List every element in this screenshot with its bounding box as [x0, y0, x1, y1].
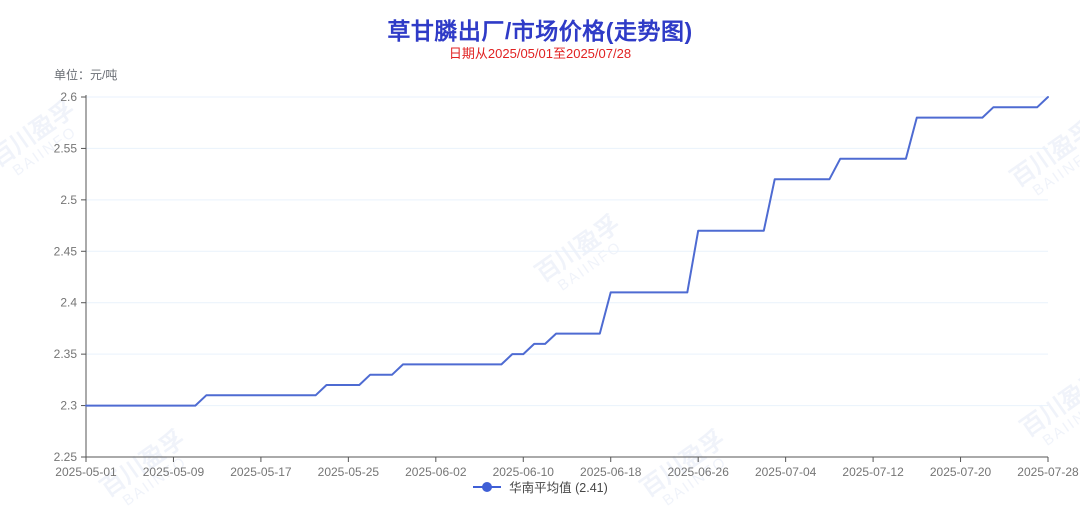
- svg-text:2.6: 2.6: [60, 90, 77, 104]
- line-chart-canvas: 2.25 2.3 2.35 2.4 2.45 2.5 2.55 2.6 2025-05-01 20…: [54, 90, 1079, 479]
- svg-text:2025-05-09: 2025-05-09: [143, 465, 205, 479]
- legend-item-south-china-average[interactable]: 华南平均值 (2.41): [0, 477, 1080, 496]
- svg-text:2025-07-20: 2025-07-20: [930, 465, 992, 479]
- svg-text:2025-07-04: 2025-07-04: [755, 465, 817, 479]
- svg-text:2025-06-26: 2025-06-26: [667, 465, 729, 479]
- price-trend-chart: 百川盈孚 BAIINFO 百川盈孚 BAIINFO 百川盈孚 BAIINFO 百川盈孚 BAI…: [0, 18, 1080, 510]
- legend-label: 华南平均值 (2.41): [509, 481, 608, 495]
- svg-text:2.5: 2.5: [60, 193, 77, 207]
- svg-text:2.35: 2.35: [54, 347, 78, 361]
- svg-text:2.3: 2.3: [60, 399, 77, 413]
- svg-text:2.4: 2.4: [60, 296, 77, 310]
- svg-text:2025-06-02: 2025-06-02: [405, 465, 467, 479]
- svg-text:2.25: 2.25: [54, 450, 78, 464]
- svg-text:2025-06-10: 2025-06-10: [493, 465, 555, 479]
- svg-text:2.45: 2.45: [54, 244, 78, 258]
- svg-text:2025-05-01: 2025-05-01: [55, 465, 117, 479]
- svg-text:2025-05-25: 2025-05-25: [318, 465, 380, 479]
- svg-text:2025-06-18: 2025-06-18: [580, 465, 642, 479]
- svg-text:2025-05-17: 2025-05-17: [230, 465, 292, 479]
- chart-subtitle: 日期从2025/05/01至2025/07/28: [448, 46, 632, 61]
- svg-text:2.55: 2.55: [54, 141, 78, 155]
- svg-text:2025-07-12: 2025-07-12: [842, 465, 904, 479]
- legend-line-dot-icon: [473, 481, 502, 492]
- chart-title: 草甘膦出厂/市场价格(走势图): [387, 18, 693, 44]
- y-axis-unit-label: 单位：元/吨: [54, 68, 118, 82]
- svg-text:2025-07-28: 2025-07-28: [1017, 465, 1079, 479]
